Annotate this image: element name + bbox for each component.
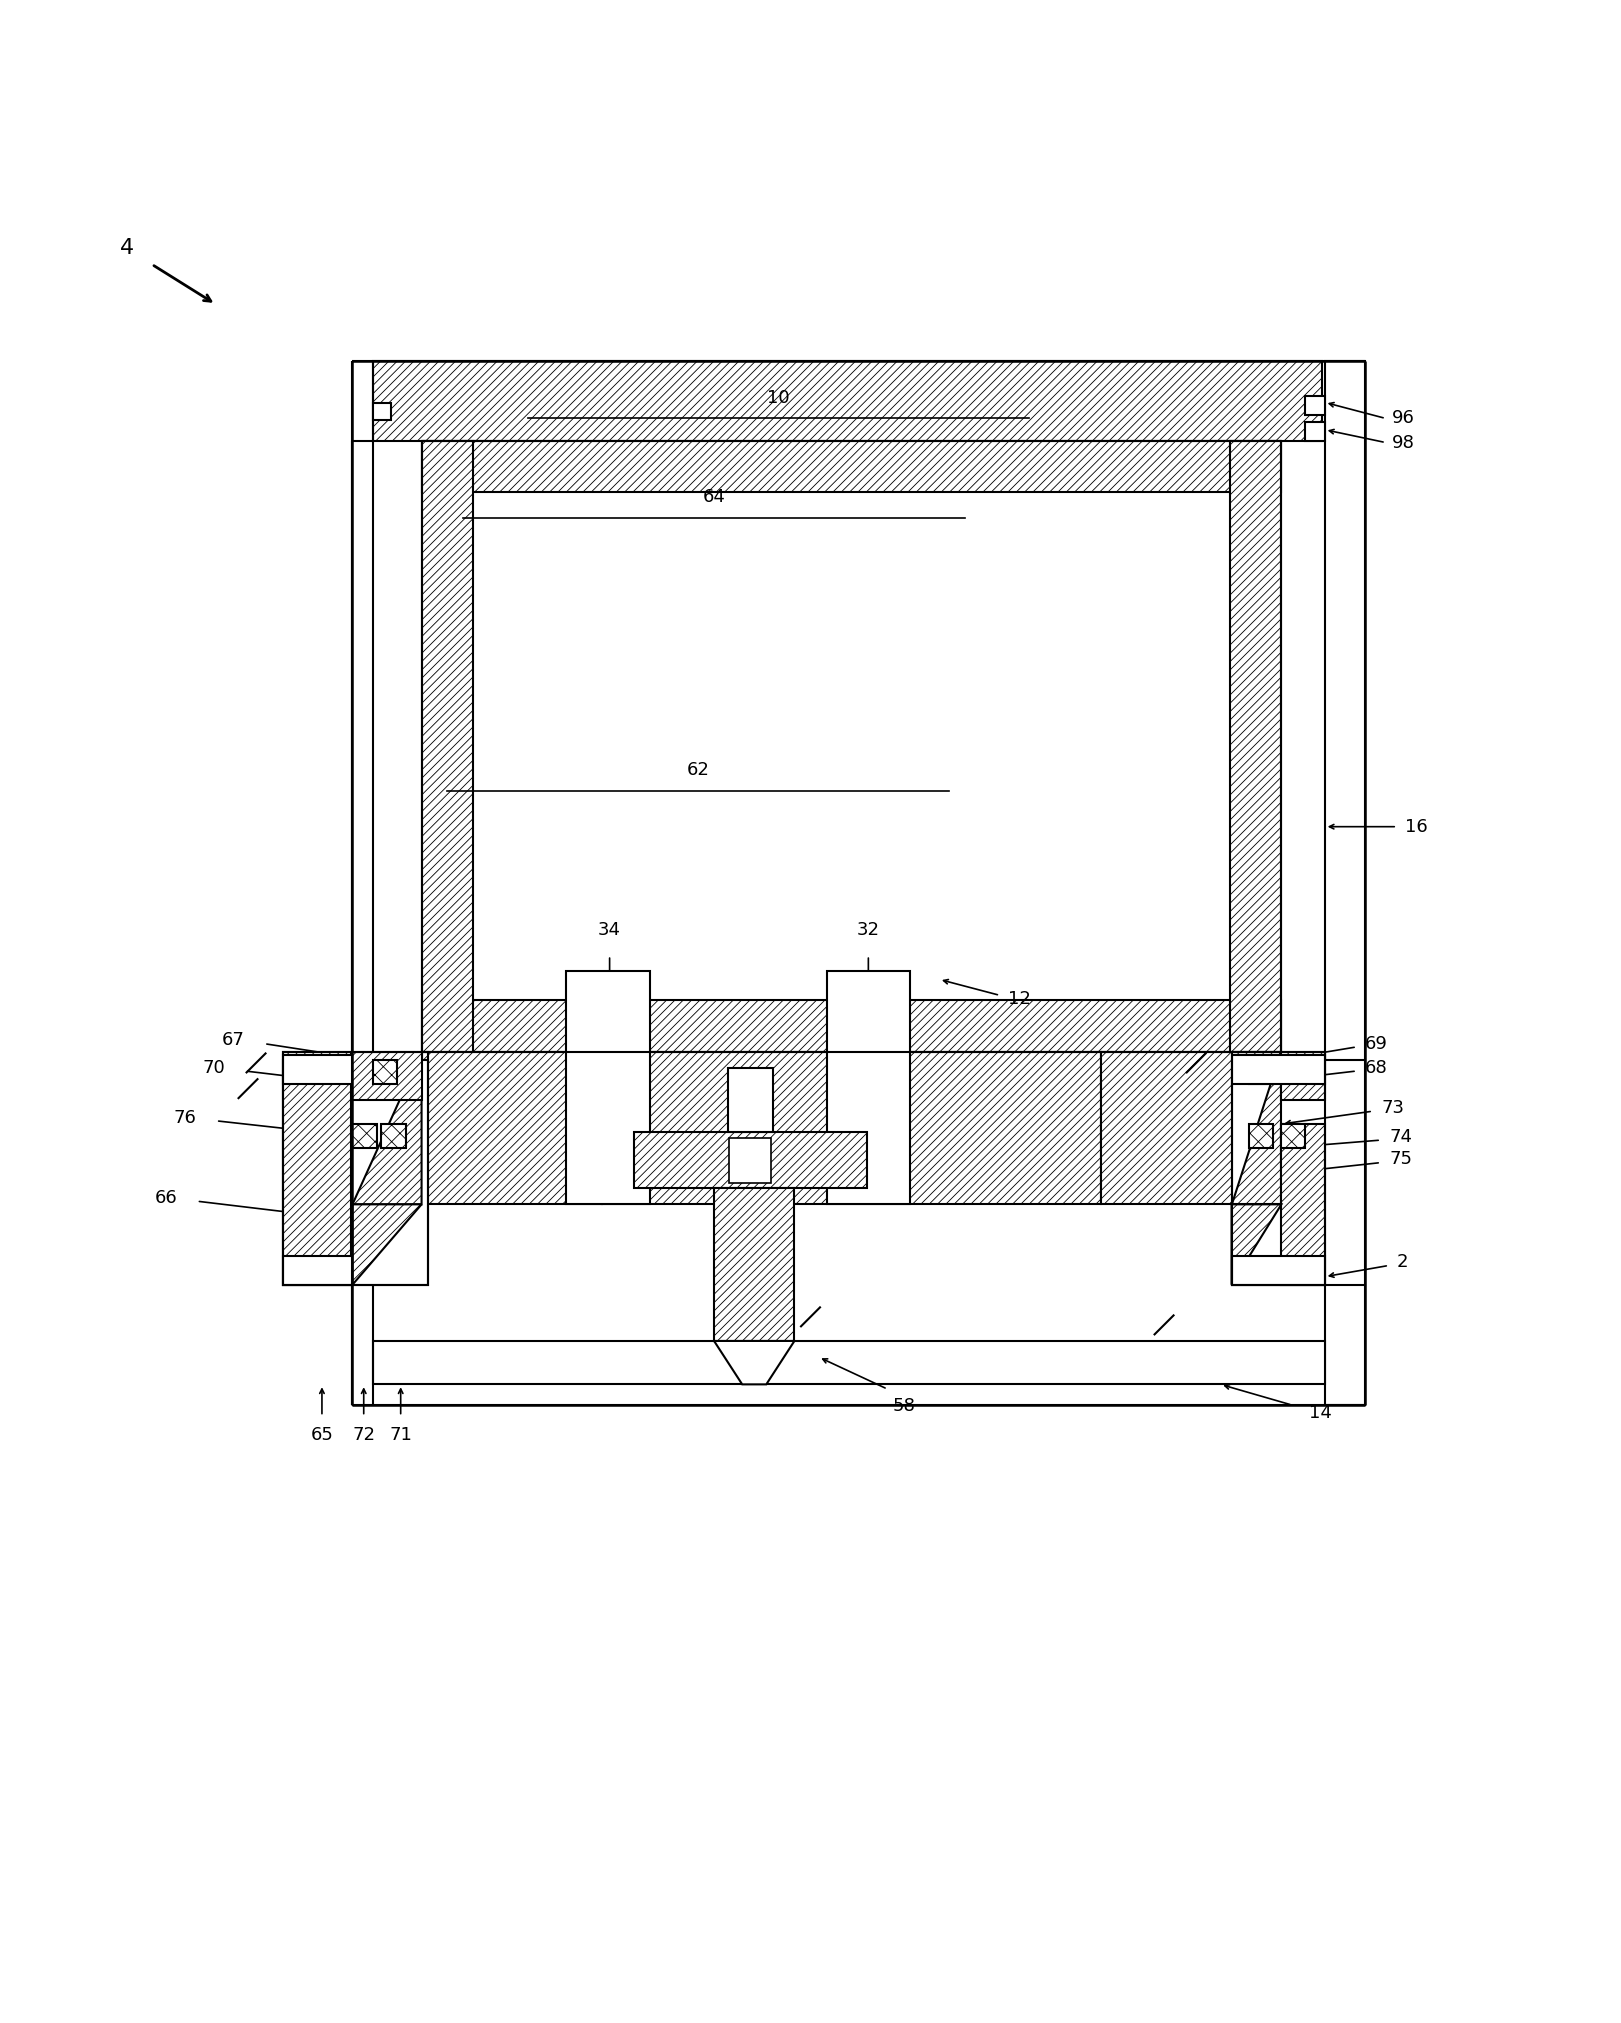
- Bar: [421, 999, 1281, 1052]
- Text: 67: 67: [222, 1032, 245, 1050]
- Text: 16: 16: [1405, 817, 1428, 835]
- Polygon shape: [352, 1052, 421, 1204]
- Polygon shape: [352, 1204, 421, 1285]
- Text: 96: 96: [1392, 409, 1415, 427]
- Bar: [352, 1052, 421, 1101]
- Bar: [601, 1052, 1101, 1204]
- Text: 75: 75: [1389, 1151, 1412, 1169]
- Bar: [1305, 397, 1324, 415]
- Bar: [1232, 1052, 1324, 1285]
- Bar: [1281, 1125, 1305, 1149]
- Bar: [373, 1341, 1324, 1384]
- Bar: [566, 971, 650, 1204]
- Bar: [421, 441, 473, 1052]
- Bar: [352, 1125, 376, 1149]
- Bar: [1324, 360, 1365, 1406]
- Bar: [1230, 441, 1281, 1052]
- Bar: [1232, 1060, 1365, 1285]
- Bar: [1281, 1052, 1324, 1101]
- Bar: [1250, 1125, 1274, 1149]
- Bar: [634, 1133, 867, 1188]
- Text: 2: 2: [1397, 1252, 1409, 1270]
- Bar: [373, 360, 1321, 441]
- Text: 58: 58: [892, 1398, 916, 1416]
- Bar: [373, 403, 391, 421]
- Polygon shape: [1232, 1052, 1281, 1204]
- Bar: [284, 1060, 428, 1285]
- Text: 32: 32: [858, 920, 880, 939]
- Bar: [1232, 1054, 1324, 1084]
- Bar: [284, 1052, 350, 1285]
- Bar: [1281, 1125, 1324, 1285]
- Text: 14: 14: [1308, 1404, 1331, 1422]
- Text: 65: 65: [311, 1426, 334, 1444]
- Polygon shape: [715, 1341, 794, 1384]
- Bar: [728, 1068, 773, 1133]
- Text: 69: 69: [1365, 1034, 1388, 1052]
- Text: 12: 12: [1008, 989, 1031, 1007]
- Text: 64: 64: [702, 488, 726, 506]
- Bar: [373, 1060, 397, 1084]
- Text: 68: 68: [1365, 1058, 1388, 1076]
- Bar: [284, 1054, 352, 1084]
- Text: 62: 62: [687, 761, 710, 779]
- Bar: [715, 1188, 794, 1341]
- Bar: [1250, 1060, 1274, 1084]
- Text: 34: 34: [598, 920, 621, 939]
- Text: 4: 4: [120, 239, 135, 259]
- Text: 72: 72: [352, 1426, 374, 1444]
- Text: 76: 76: [173, 1109, 196, 1127]
- Bar: [1101, 1052, 1281, 1204]
- Bar: [729, 1137, 772, 1183]
- Bar: [473, 492, 1230, 999]
- Bar: [284, 1256, 352, 1285]
- Bar: [421, 441, 1281, 492]
- Text: 71: 71: [389, 1426, 412, 1444]
- Bar: [421, 1052, 601, 1204]
- Text: 74: 74: [1389, 1129, 1412, 1145]
- Bar: [1305, 421, 1324, 441]
- Text: 10: 10: [767, 388, 789, 407]
- Polygon shape: [1232, 1204, 1281, 1285]
- Text: 98: 98: [1392, 433, 1415, 451]
- Text: 70: 70: [203, 1058, 225, 1076]
- Bar: [381, 1125, 405, 1149]
- Bar: [827, 971, 909, 1204]
- Bar: [284, 1052, 428, 1285]
- Text: 66: 66: [154, 1190, 177, 1208]
- Bar: [1232, 1256, 1324, 1285]
- Text: 73: 73: [1381, 1098, 1404, 1117]
